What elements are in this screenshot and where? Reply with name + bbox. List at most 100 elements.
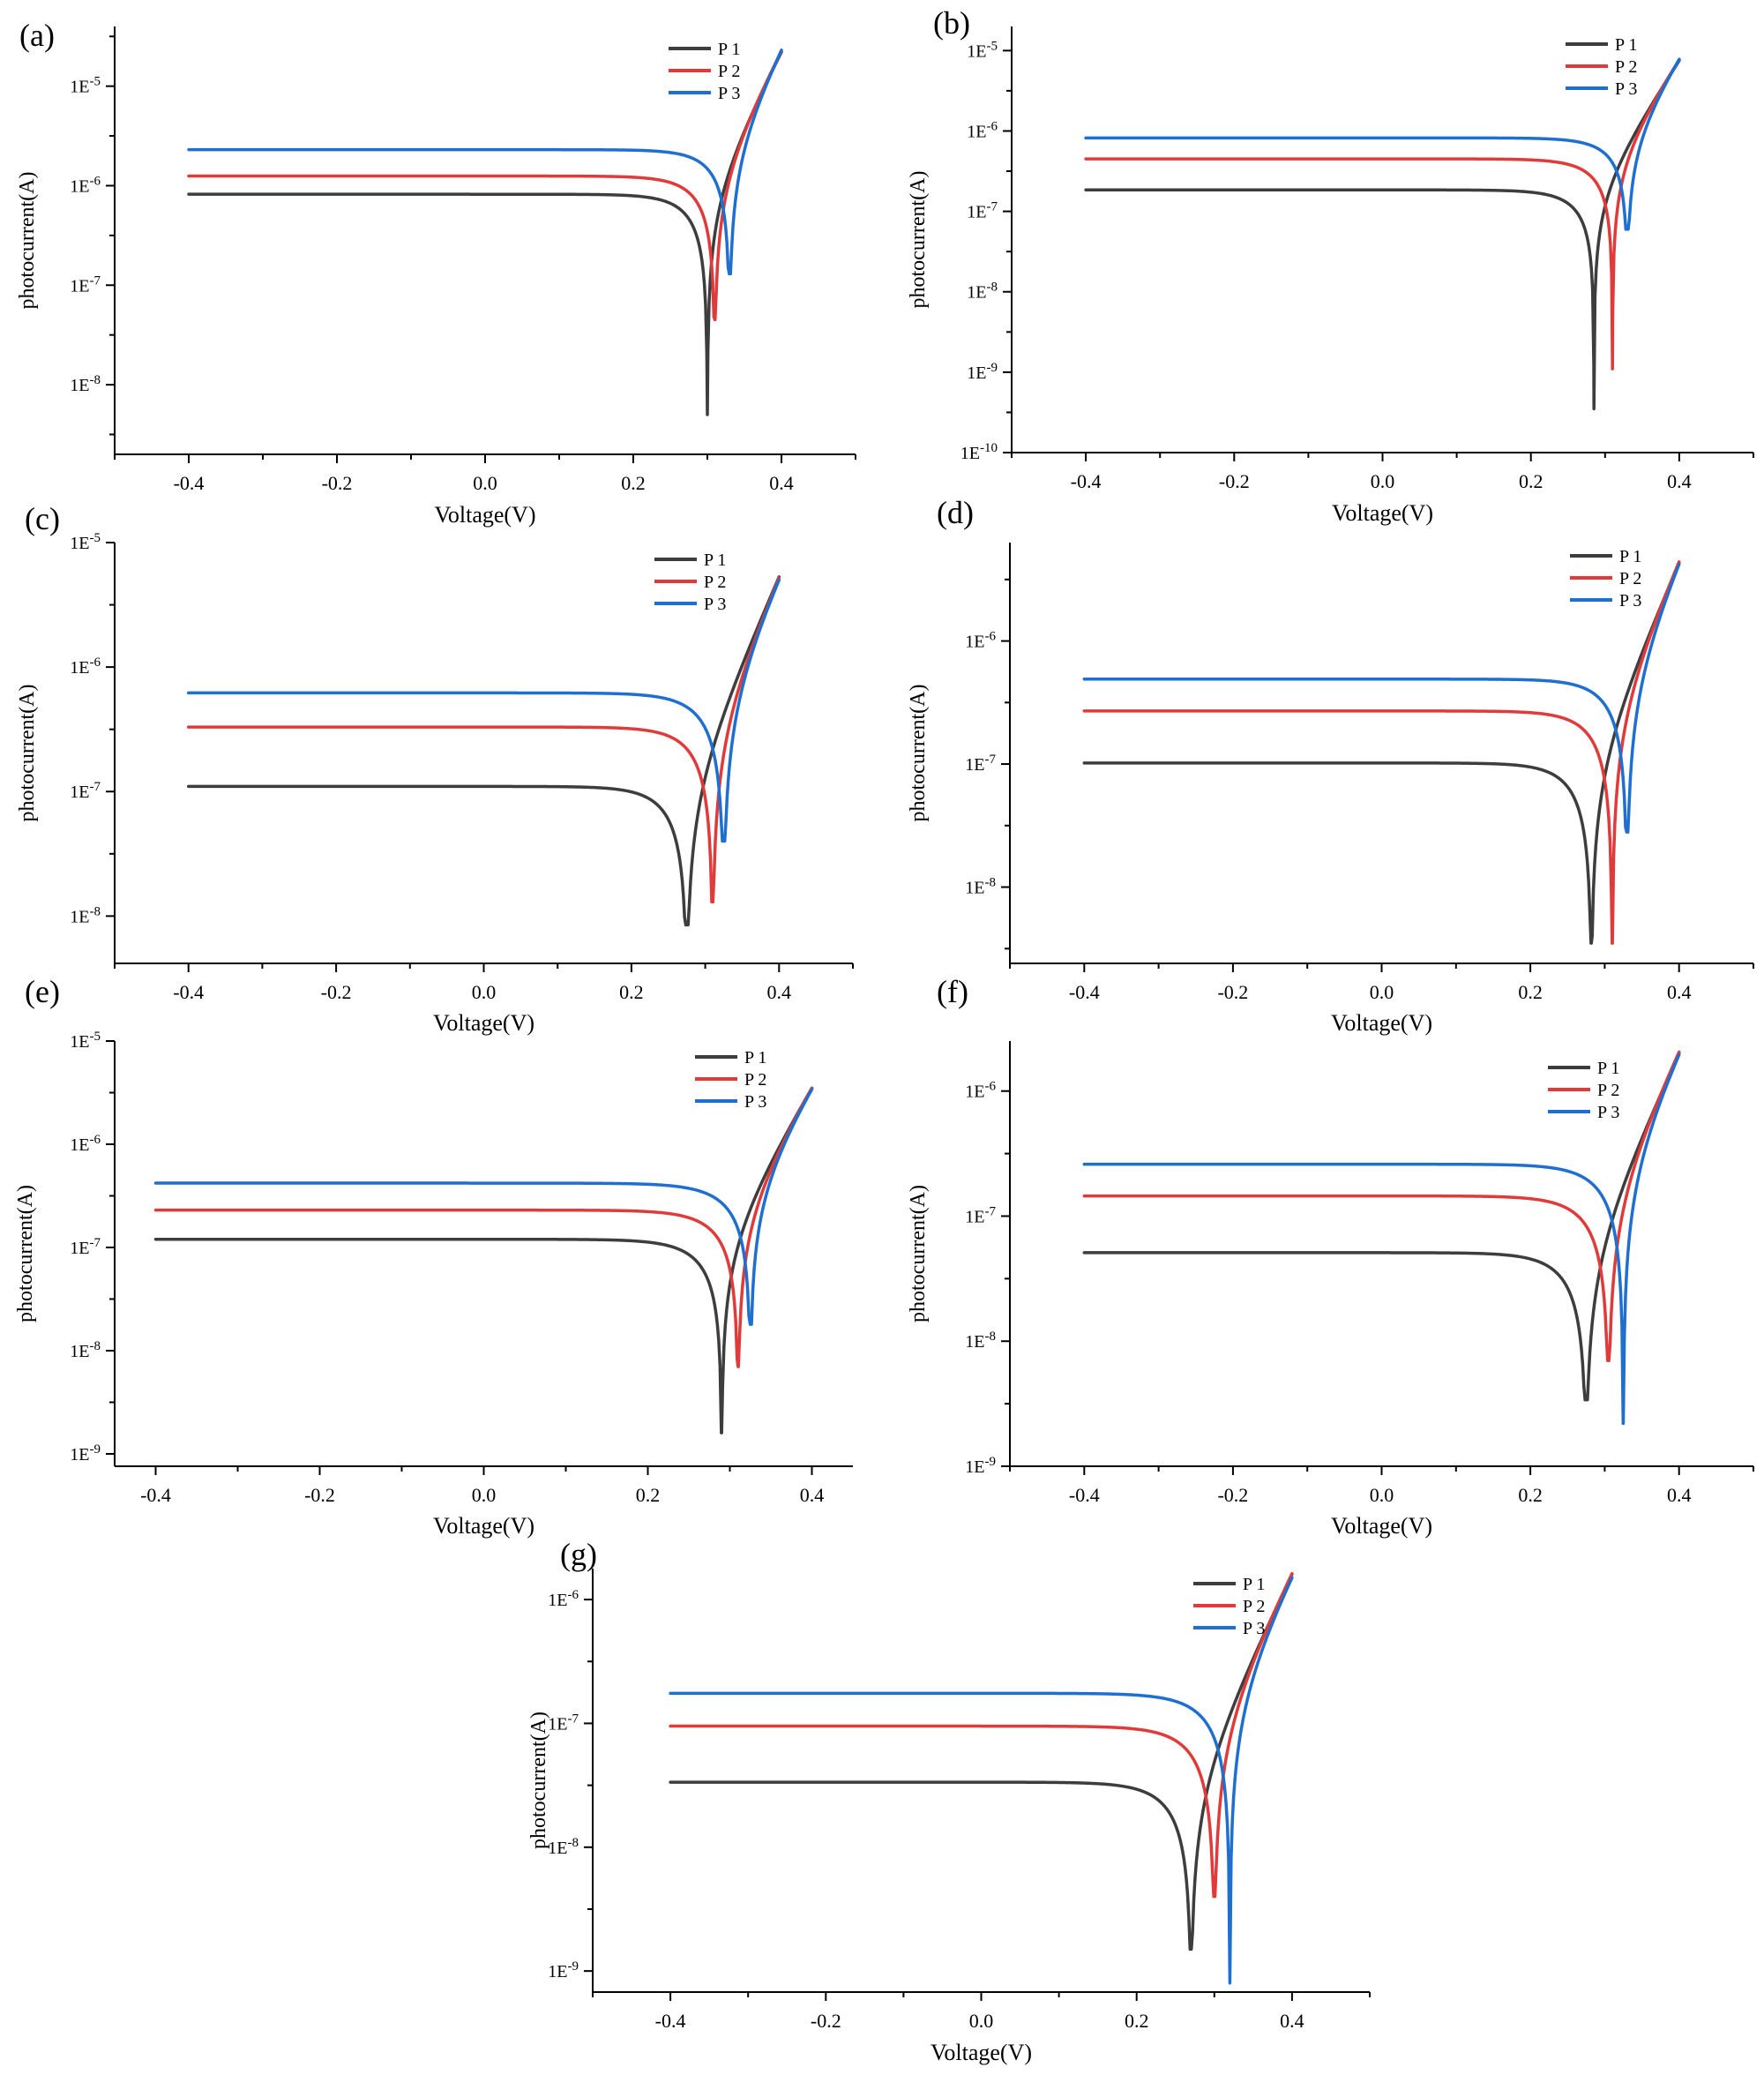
y-tick-label: 1E-8 bbox=[548, 1836, 579, 1858]
legend-label: P 3 bbox=[744, 1092, 766, 1112]
x-tick-label: -0.4 bbox=[140, 1484, 171, 1506]
x-tick-label: 0.0 bbox=[472, 1484, 497, 1506]
y-tick-label: 1E-7 bbox=[965, 753, 996, 775]
x-tick-label: 0.0 bbox=[1370, 981, 1394, 1003]
y-tick-label: 1E-5 bbox=[70, 1030, 101, 1052]
legend-label: P 3 bbox=[1597, 1103, 1619, 1122]
series-line-p2 bbox=[1082, 1050, 1681, 1362]
chart-panel: (f) -0.4 -0.2 0.0 0.2 0.4 1E-9 1E-8 1E-7 1E-6 Volt… bbox=[907, 974, 1754, 1539]
series-line-p2 bbox=[186, 576, 781, 904]
x-tick-label: 0.4 bbox=[767, 981, 792, 1003]
series-line-p2 bbox=[1082, 560, 1681, 945]
x-tick-label: 0.2 bbox=[1519, 470, 1544, 492]
y-axis-title: photocurrent(A) bbox=[14, 1185, 37, 1322]
x-tick-label: 0.2 bbox=[1518, 1484, 1543, 1506]
legend-label: P 2 bbox=[1597, 1081, 1619, 1100]
x-tick-label: -0.2 bbox=[1217, 1484, 1248, 1506]
y-tick-label: 1E-6 bbox=[967, 119, 998, 141]
x-axis-title: Voltage(V) bbox=[1331, 1513, 1432, 1539]
legend-label: P 3 bbox=[704, 595, 726, 614]
x-tick-label: -0.2 bbox=[322, 472, 353, 494]
series-line-p3 bbox=[1082, 562, 1681, 834]
y-tick-label: 1E-8 bbox=[967, 281, 998, 303]
y-tick-label: 1E-6 bbox=[548, 1588, 579, 1610]
legend-label: P 1 bbox=[744, 1048, 766, 1067]
y-tick-label: 1E-7 bbox=[965, 1204, 996, 1226]
y-tick-label: 1E-9 bbox=[967, 361, 998, 383]
y-tick-label: 1E-5 bbox=[967, 39, 998, 61]
series-line-p2 bbox=[153, 1086, 814, 1368]
y-tick-label: 1E-7 bbox=[967, 200, 998, 222]
x-tick-label: 0.0 bbox=[1371, 470, 1395, 492]
legend-label: P 1 bbox=[704, 551, 726, 570]
y-tick-label: 1E-9 bbox=[548, 1959, 579, 1981]
x-tick-label: 0.4 bbox=[800, 1484, 825, 1506]
y-tick-label: 1E-9 bbox=[965, 1455, 996, 1477]
series-line-p1 bbox=[1084, 58, 1681, 411]
x-tick-label: -0.2 bbox=[811, 2010, 841, 2032]
y-tick-label: 1E-5 bbox=[70, 75, 101, 97]
x-tick-label: 0.0 bbox=[969, 2010, 994, 2032]
x-tick-label: -0.4 bbox=[1069, 1484, 1100, 1506]
panel-label: (b) bbox=[933, 5, 970, 41]
y-tick-label: 1E-7 bbox=[70, 273, 101, 296]
legend-label: P 2 bbox=[744, 1070, 766, 1090]
chart-panel: (a) -0.4 -0.2 0.0 0.2 0.4 1E-8 1E-7 1E-6 1E-5 Volt… bbox=[16, 18, 856, 528]
x-tick-label: 0.4 bbox=[1667, 1484, 1692, 1506]
series-line-p3 bbox=[669, 1576, 1294, 1985]
x-tick-label: 0.2 bbox=[1125, 2010, 1149, 2032]
y-axis-title: photocurrent(A) bbox=[16, 685, 39, 822]
legend-label: P 1 bbox=[1615, 35, 1637, 55]
y-tick-label: 1E-8 bbox=[965, 1330, 996, 1352]
x-tick-label: -0.2 bbox=[304, 1484, 335, 1506]
y-tick-label: 1E-9 bbox=[70, 1442, 101, 1464]
series-line-p1 bbox=[1082, 1052, 1681, 1402]
y-tick-label: 1E-6 bbox=[70, 1133, 101, 1155]
legend-label: P 3 bbox=[1615, 79, 1637, 99]
legend-label: P 2 bbox=[1243, 1597, 1265, 1616]
y-axis-title: photocurrent(A) bbox=[907, 171, 930, 309]
x-tick-label: -0.4 bbox=[1069, 981, 1100, 1003]
y-tick-label: 1E-7 bbox=[70, 780, 101, 802]
y-tick-label: 1E-7 bbox=[70, 1236, 101, 1258]
x-axis-title: Voltage(V) bbox=[1332, 500, 1433, 526]
y-axis-title: photocurrent(A) bbox=[16, 172, 39, 310]
x-tick-label: 0.4 bbox=[1667, 981, 1692, 1003]
y-axis-title: photocurrent(A) bbox=[907, 685, 930, 822]
x-tick-label: 0.0 bbox=[473, 472, 497, 494]
x-tick-label: -0.4 bbox=[174, 472, 205, 494]
legend-label: P 2 bbox=[1619, 569, 1641, 588]
series-line-p1 bbox=[1082, 561, 1681, 945]
series-line-p3 bbox=[153, 1088, 814, 1326]
legend-label: P 2 bbox=[718, 62, 740, 81]
x-tick-label: -0.4 bbox=[1071, 470, 1102, 492]
legend-label: P 1 bbox=[1243, 1575, 1265, 1594]
x-tick-label: 0.2 bbox=[1518, 981, 1543, 1003]
panel-label: (f) bbox=[937, 974, 968, 1009]
x-tick-label: -0.2 bbox=[1219, 470, 1250, 492]
chart-panel: (c) -0.4 -0.2 0.0 0.2 0.4 1E-8 1E-7 1E-6 1E-5 Volt… bbox=[16, 501, 854, 1036]
chart-panel: (b) -0.4 -0.2 0.0 0.2 0.4 1E-10 1E-9 1E-8 1E-7 1E-… bbox=[907, 5, 1754, 526]
legend-label: P 1 bbox=[1597, 1059, 1619, 1078]
panel-label: (a) bbox=[19, 18, 55, 53]
x-tick-label: 0.0 bbox=[1370, 1484, 1394, 1506]
series-line-p3 bbox=[187, 49, 783, 276]
x-tick-label: 0.2 bbox=[636, 1484, 661, 1506]
x-axis-title: Voltage(V) bbox=[433, 1010, 534, 1036]
series-line-p3 bbox=[186, 578, 781, 843]
x-tick-label: 0.2 bbox=[619, 981, 644, 1003]
chart-panel: (d) -0.4 -0.2 0.0 0.2 0.4 1E-8 1E-7 1E-6 Voltage(… bbox=[907, 495, 1754, 1036]
y-tick-label: 1E-8 bbox=[70, 373, 101, 395]
x-tick-label: 0.0 bbox=[472, 981, 497, 1003]
legend-label: P 3 bbox=[718, 84, 740, 103]
y-tick-label: 1E-6 bbox=[70, 174, 101, 196]
y-tick-label: 1E-5 bbox=[70, 531, 101, 553]
y-tick-label: 1E-8 bbox=[70, 904, 101, 926]
panel-label: (g) bbox=[560, 1537, 597, 1572]
chart-panel: (g) -0.4 -0.2 0.0 0.2 0.4 1E-9 1E-8 1E-7 1E-6 Volt… bbox=[527, 1537, 1371, 2065]
series-line-p1 bbox=[186, 575, 781, 927]
series-line-p2 bbox=[1084, 57, 1681, 371]
x-axis-title: Voltage(V) bbox=[931, 2040, 1032, 2065]
y-tick-label: 1E-8 bbox=[965, 876, 996, 898]
series-line-p1 bbox=[153, 1086, 814, 1435]
